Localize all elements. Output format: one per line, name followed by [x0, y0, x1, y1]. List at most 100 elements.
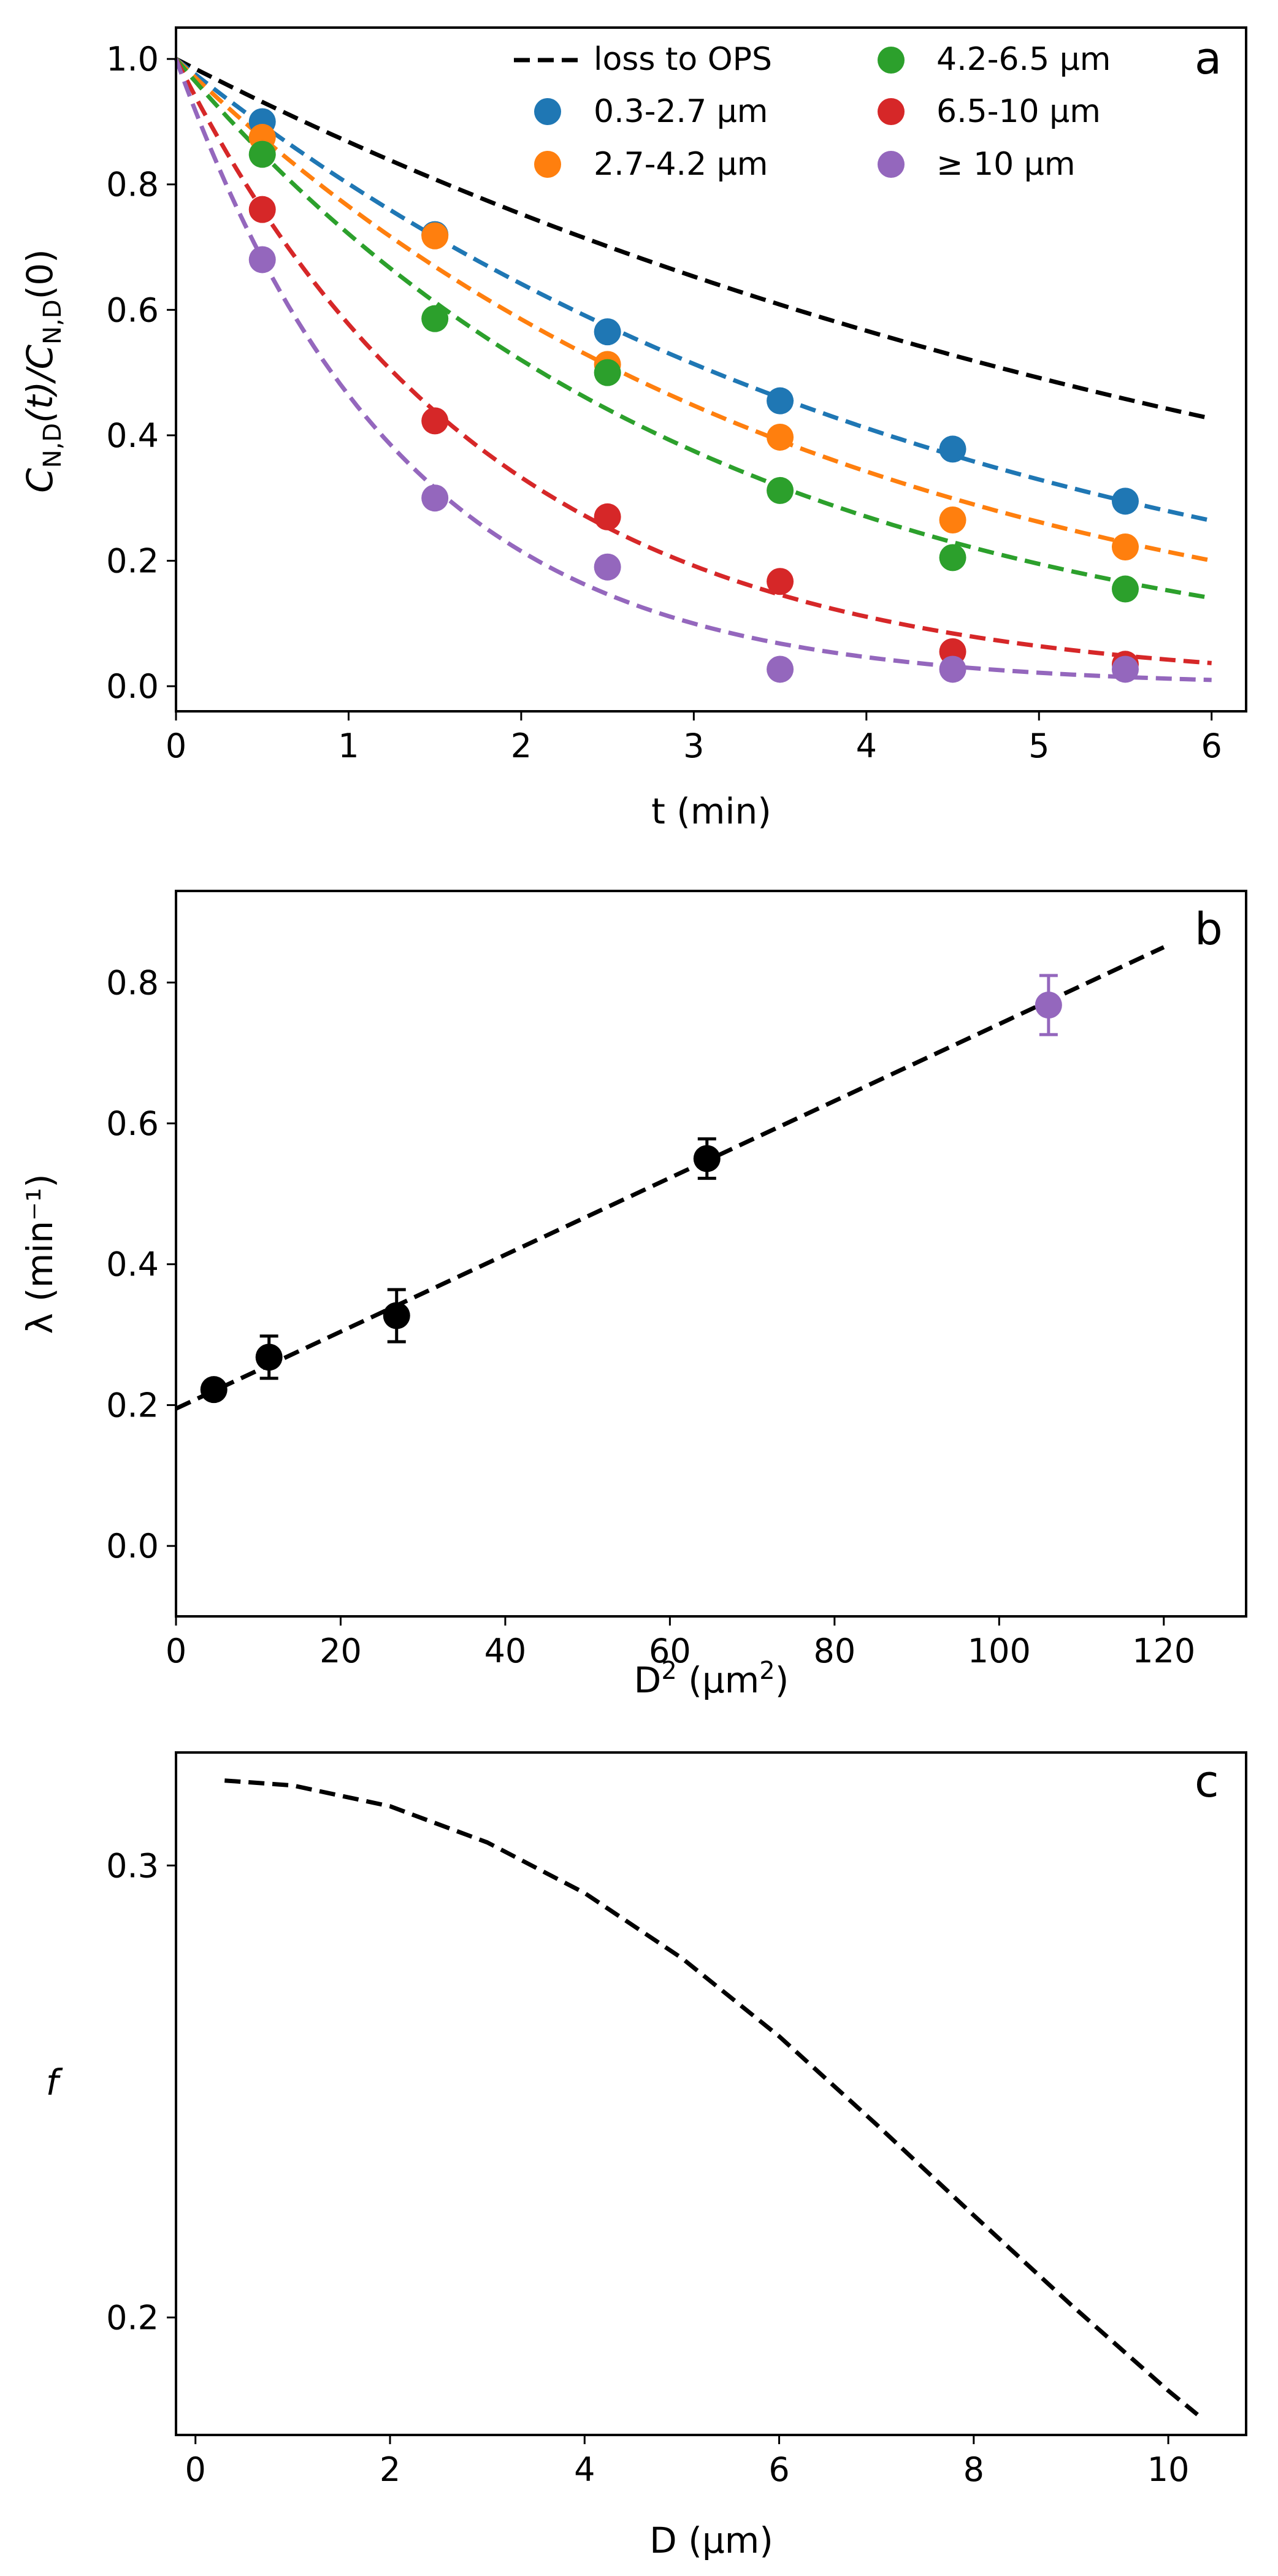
legend-label-loss-to-ops: loss to OPS — [594, 41, 772, 78]
panel-c-ticks: 0 2 4 6 8 10 0.2 0.3 — [106, 1846, 1189, 2489]
ylabel-a-c2: C — [19, 344, 61, 369]
panel-b-data-point-2 — [383, 1302, 410, 1329]
panel-a-x-axis-label: t (min) — [651, 790, 771, 832]
panel-a-x-tick-label: 1 — [338, 727, 359, 765]
panel-b-y-axis-label: λ (min⁻¹) — [19, 1174, 61, 1334]
panel-b-fit-line — [175, 945, 1165, 1411]
ylabel-a-c: C — [19, 468, 61, 493]
panel-b-x-tick-label: 80 — [813, 1632, 855, 1670]
panel-c-label: c — [1195, 1756, 1219, 1807]
panel-a-data-point-4 — [421, 407, 449, 435]
panel-b-y-tick-label: 0.2 — [106, 1386, 159, 1424]
panel-b-data-point-3 — [693, 1145, 721, 1172]
panel-a-data-point-3 — [1111, 575, 1139, 603]
panel-c-x-tick-label: 4 — [574, 2450, 595, 2489]
panel-c: 0 2 4 6 8 10 0.2 0.3 c D (μm) f — [46, 1751, 1247, 2561]
panel-a-data-point-4 — [248, 196, 276, 223]
panel-a-legend: loss to OPS 0.3-2.7 μm 2.7-4.2 μm 4.2-6.… — [514, 41, 1111, 183]
panel-a-x-tick-label: 5 — [1028, 727, 1049, 765]
panel-b-label: b — [1195, 903, 1223, 955]
panel-c-series-layer — [224, 1778, 1199, 2417]
panel-b-x-tick-label: 100 — [968, 1632, 1031, 1670]
panel-a-data-point-4 — [767, 568, 794, 595]
panel-a-data-point-3 — [248, 140, 276, 168]
panel-a-ticks: 0 1 2 3 4 5 6 0.0 0.2 0.4 0.6 0.8 1.0 — [106, 40, 1222, 765]
panel-c-x-tick-label: 6 — [768, 2450, 789, 2489]
xlabel-b-base: D — [634, 1659, 662, 1701]
legend-label-4-2-6-5: 4.2-6.5 μm — [936, 41, 1111, 78]
panel-a-x-tick-label: 3 — [683, 727, 704, 765]
panel-a-label: a — [1195, 32, 1222, 84]
panel-a-y-tick-label: 0.0 — [106, 667, 159, 706]
panel-b-data-point-1 — [255, 1343, 283, 1371]
panel-b-ticks: 0 20 40 60 80 100 120 0.0 0.2 0.4 0.6 0.8 — [106, 963, 1195, 1670]
panel-a-y-tick-label: 0.2 — [106, 541, 159, 580]
ylabel-a-t: (t)/ — [19, 366, 61, 423]
panel-a-fit-line-0 — [175, 56, 1212, 421]
panel-a-data-point-5 — [421, 484, 449, 512]
panel-b-y-tick-label: 0.0 — [106, 1527, 159, 1565]
panel-b-x-tick-label: 40 — [484, 1632, 527, 1670]
panel-b-data-point-0 — [200, 1376, 228, 1404]
legend-label-2-7-4-2: 2.7-4.2 μm — [594, 146, 768, 183]
panel-c-curve-0 — [224, 1778, 1199, 2417]
panel-a-y-tick-label: 0.4 — [106, 416, 159, 455]
panel-a-data-point-1 — [1111, 487, 1139, 515]
panel-b-y-tick-label: 0.6 — [106, 1104, 159, 1143]
panel-a-y-tick-label: 1.0 — [106, 40, 159, 78]
panel-b-series-layer — [175, 945, 1165, 1411]
legend-label-0-3-2-7: 0.3-2.7 μm — [594, 93, 768, 130]
panel-a-y-axis-label: CN,D(t)/CN,D(0) — [19, 249, 67, 493]
panel-a-fit-line-5 — [174, 58, 1212, 682]
panel-b-x-axis-label: D2 (μm2) — [634, 1657, 789, 1701]
panel-a-data-point-5 — [767, 655, 794, 683]
legend-swatch-ge-10 — [878, 151, 905, 178]
panel-c-x-tick-label: 8 — [963, 2450, 984, 2489]
legend-swatch-0-3-2-7 — [534, 98, 561, 125]
panel-a-series-layer — [174, 56, 1212, 683]
panel-a-data-point-3 — [594, 359, 621, 386]
panel-a-data-point-1 — [594, 318, 621, 346]
xlabel-b-rest: (μm — [677, 1659, 759, 1701]
panel-b-x-tick-label: 20 — [320, 1632, 362, 1670]
panel-a-data-point-2 — [421, 222, 449, 250]
panel-c-y-axis-label: f — [46, 2062, 63, 2103]
panel-b-frame — [175, 890, 1247, 1618]
xlabel-b-sup: 2 — [661, 1657, 676, 1685]
legend-label-ge-10: ≥ 10 μm — [936, 146, 1076, 183]
panel-a-x-tick-label: 4 — [856, 727, 877, 765]
panel-c-x-tick-label: 2 — [380, 2450, 400, 2489]
panel-c-frame — [175, 1751, 1247, 2436]
panel-a-data-point-5 — [1111, 655, 1139, 683]
panel-a-fit-line-3 — [174, 57, 1212, 600]
panel-b-x-tick-label: 120 — [1132, 1632, 1195, 1670]
panel-a-x-tick-label: 0 — [166, 727, 186, 765]
legend-swatch-6-5-10 — [878, 98, 905, 125]
panel-a-data-point-1 — [939, 435, 966, 463]
panel-c-x-tick-label: 0 — [185, 2450, 206, 2489]
legend-swatch-4-2-6-5 — [878, 47, 905, 74]
panel-b-data-point-4 — [1035, 992, 1062, 1019]
panel-a-data-point-1 — [767, 387, 794, 415]
panel-a-x-tick-label: 6 — [1201, 727, 1222, 765]
panel-a-y-tick-label: 0.8 — [106, 166, 159, 204]
panel-c-y-tick-label: 0.3 — [106, 1846, 159, 1885]
panel-c-y-tick-label: 0.2 — [106, 2298, 159, 2337]
panel-a-data-point-5 — [594, 553, 621, 581]
panel-a-data-point-2 — [767, 423, 794, 451]
panel-b-x-tick-label: 60 — [649, 1632, 691, 1670]
panel-a-y-tick-label: 0.6 — [106, 291, 159, 329]
panel-b-y-tick-label: 0.8 — [106, 963, 159, 1002]
xlabel-b-sup2: 2 — [759, 1657, 775, 1685]
legend-label-6-5-10: 6.5-10 μm — [936, 93, 1101, 130]
panel-a-data-point-5 — [248, 246, 276, 273]
panel-a-data-point-3 — [939, 544, 966, 571]
ylabel-a-sub: N,D — [39, 423, 67, 468]
panel-a-fit-line-2 — [174, 57, 1212, 563]
xlabel-b-close: ) — [775, 1659, 789, 1701]
panel-a-data-point-2 — [1111, 533, 1139, 560]
panel-b-y-tick-label: 0.4 — [106, 1245, 159, 1284]
panel-a-fit-line-1 — [174, 57, 1212, 523]
